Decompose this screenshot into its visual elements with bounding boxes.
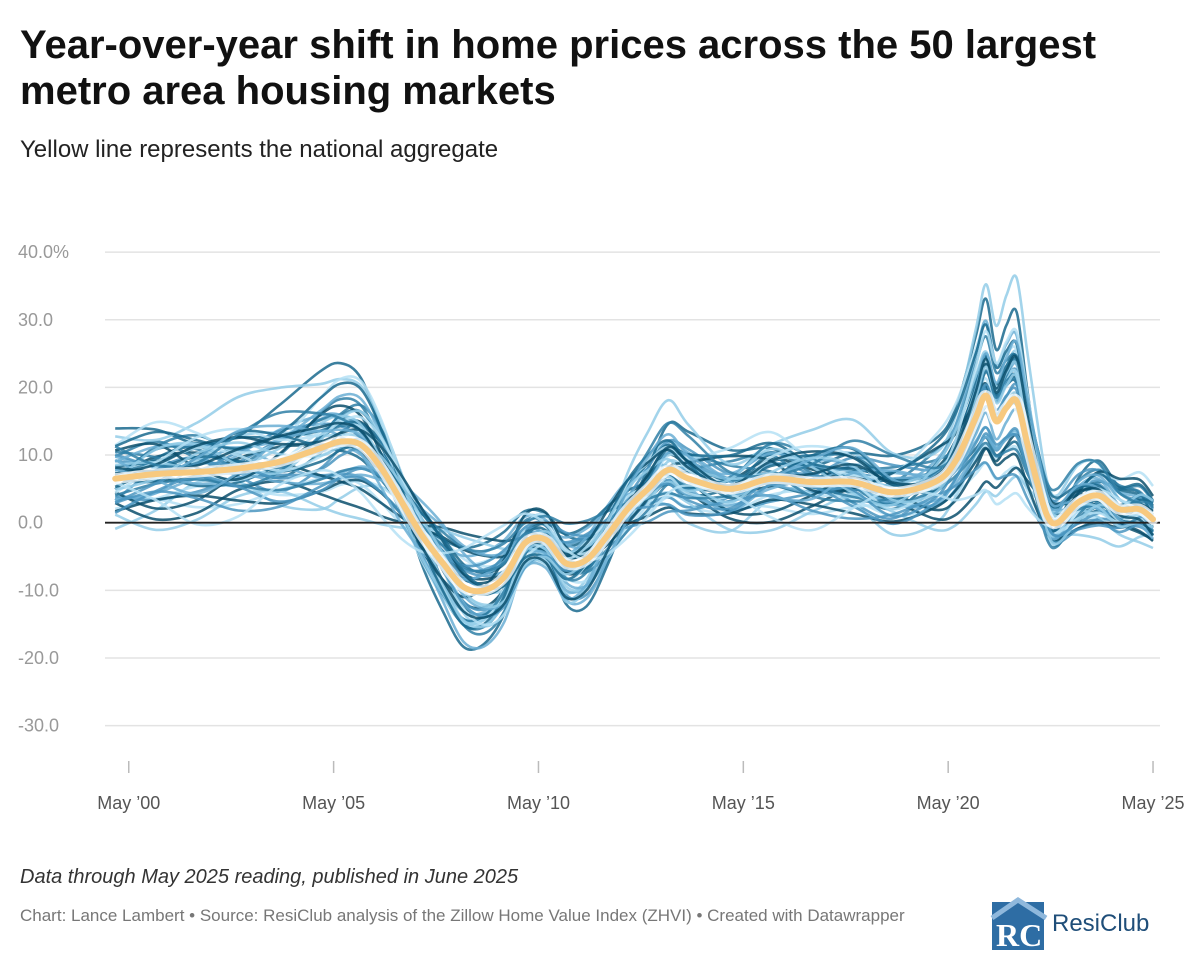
metro-series-line [114, 446, 1154, 585]
y-tick-label: 10.0 [18, 445, 53, 465]
resiclub-logo-icon: RC [990, 896, 1048, 953]
chart-subtitle: Yellow line represents the national aggr… [20, 136, 499, 163]
y-tick-label: 0.0 [18, 513, 43, 533]
brand-name: ResiClub [1052, 910, 1150, 937]
y-tick-label: 40.0% [18, 242, 69, 262]
x-tick-label: May ’05 [302, 793, 365, 813]
x-tick-label: May ’00 [97, 793, 160, 813]
metro-series-line [114, 468, 1154, 562]
national-aggregate-line [112, 392, 1156, 595]
svg-text:RC: RC [996, 917, 1042, 953]
x-tick-label: May ’20 [917, 793, 980, 813]
national-series-group [109, 390, 1159, 597]
x-axis-ticks: May ’00 May ’05 May ’10 May ’15 May ’20 May ’… [97, 761, 1185, 813]
resiclub-logo: RC ResiClub [990, 896, 1180, 956]
y-tick-label: -10.0 [18, 580, 59, 600]
x-tick-label: May ’10 [507, 793, 570, 813]
y-tick-label: 20.0 [18, 377, 53, 397]
y-tick-label: -20.0 [18, 648, 59, 668]
x-tick-label: May ’15 [712, 793, 775, 813]
metro-series-line [114, 461, 1154, 568]
chart-notes: Data through May 2025 reading, published… [20, 866, 519, 888]
metro-series-line [114, 319, 1155, 650]
line-chart: 40.0% 30.0 20.0 10.0 0.0 -10.0 -20.0 -30.0 May … [18, 242, 1185, 813]
chart-source: Chart: Lance Lambert • Source: ResiClub … [20, 906, 905, 925]
chart-title: Year-over-year shift in home prices acro… [20, 23, 1097, 113]
metro-series-line [115, 274, 1155, 628]
y-tick-label: -30.0 [18, 716, 59, 736]
y-tick-label: 30.0 [18, 310, 53, 330]
x-tick-label: May ’25 [1122, 793, 1185, 813]
y-axis-ticks: 40.0% 30.0 20.0 10.0 0.0 -10.0 -20.0 -30.0 [18, 242, 69, 736]
